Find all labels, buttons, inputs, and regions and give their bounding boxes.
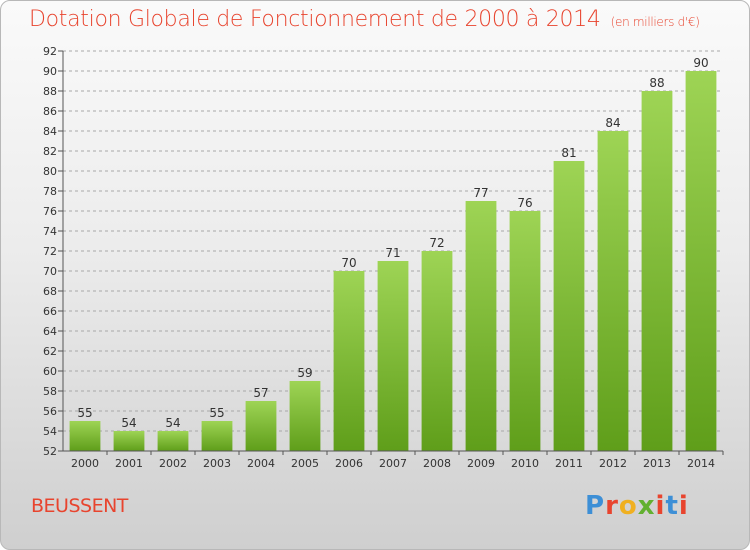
y-tick-label: 60: [43, 365, 57, 378]
x-tick-label: 2003: [203, 457, 231, 470]
bar: [685, 71, 717, 451]
bar: [597, 131, 629, 451]
chart-title-text: Dotation Globale de Fonctionnement de 20…: [29, 7, 601, 32]
data-label: 81: [561, 146, 576, 160]
bar: [113, 431, 145, 451]
y-tick-label: 78: [43, 185, 57, 198]
y-tick-label: 62: [43, 345, 57, 358]
y-tick-label: 52: [43, 445, 57, 458]
bar: [509, 211, 541, 451]
y-tick-label: 84: [43, 125, 57, 138]
bar: [289, 381, 321, 451]
x-tick-label: 2011: [555, 457, 583, 470]
bar: [69, 421, 101, 451]
x-tick-label: 2002: [159, 457, 187, 470]
x-tick-label: 2001: [115, 457, 143, 470]
bar: [553, 161, 585, 451]
y-tick-label: 80: [43, 165, 57, 178]
data-label: 54: [165, 416, 180, 430]
data-label: 57: [253, 386, 268, 400]
bar: [465, 201, 497, 451]
logo-letter: t: [665, 491, 679, 521]
data-label: 84: [605, 116, 620, 130]
commune-name: BEUSSENT: [31, 495, 128, 517]
chart-unit: (en milliers d'€): [610, 15, 700, 29]
y-tick-label: 56: [43, 405, 57, 418]
y-tick-label: 68: [43, 285, 57, 298]
y-tick-label: 92: [43, 45, 57, 58]
bar: [641, 91, 673, 451]
x-tick-label: 2006: [335, 457, 363, 470]
logo-letter: P: [585, 491, 606, 521]
x-tick-label: 2012: [599, 457, 627, 470]
logo-letter: r: [605, 491, 619, 521]
y-tick-label: 58: [43, 385, 57, 398]
data-label: 76: [517, 196, 532, 210]
data-label: 77: [473, 186, 488, 200]
axes: 52 54 56 58 60 62 64 66 68 70 72 74 76 78 80 82 84 86 88 90…: [43, 45, 724, 470]
data-label: 59: [297, 366, 312, 380]
y-tick-label: 86: [43, 105, 57, 118]
proxiti-logo[interactable]: Proxiti: [585, 491, 689, 521]
x-tick-label: 2000: [71, 457, 99, 470]
x-tick-label: 2005: [291, 457, 319, 470]
data-label: 54: [121, 416, 136, 430]
y-tick-label: 76: [43, 205, 57, 218]
y-tick-label: 54: [43, 425, 57, 438]
bar: [201, 421, 233, 451]
logo-letter: i: [678, 491, 689, 521]
logo-letter: x: [637, 491, 656, 521]
y-tick-label: 74: [43, 225, 57, 238]
x-tick-label: 2008: [423, 457, 451, 470]
x-tick-label: 2007: [379, 457, 407, 470]
chart-title: Dotation Globale de Fonctionnement de 20…: [29, 7, 700, 32]
bar: [421, 251, 453, 451]
y-tick-label: 90: [43, 65, 57, 78]
data-label: 71: [385, 246, 400, 260]
bar: [157, 431, 189, 451]
x-tick-label: 2014: [687, 457, 715, 470]
data-label: 72: [429, 236, 444, 250]
y-tick-label: 66: [43, 305, 57, 318]
data-label: 90: [693, 56, 708, 70]
data-label: 55: [209, 406, 224, 420]
x-tick-label: 2010: [511, 457, 539, 470]
data-label: 55: [77, 406, 92, 420]
y-tick-label: 64: [43, 325, 57, 338]
logo-letter: o: [618, 491, 638, 521]
bar: [245, 401, 277, 451]
bars: 55 54 54 55 57 59 70 71 72 77 76 81 84 88 90: [69, 56, 717, 451]
bar: [377, 261, 409, 451]
data-label: 70: [341, 256, 356, 270]
data-label: 88: [649, 76, 664, 90]
y-tick-label: 82: [43, 145, 57, 158]
logo-letter: i: [655, 491, 666, 521]
x-tick-label: 2013: [643, 457, 671, 470]
y-tick-label: 70: [43, 265, 57, 278]
bar: [333, 271, 365, 451]
x-tick-label: 2004: [247, 457, 275, 470]
y-tick-label: 88: [43, 85, 57, 98]
y-tick-label: 72: [43, 245, 57, 258]
x-tick-label: 2009: [467, 457, 495, 470]
